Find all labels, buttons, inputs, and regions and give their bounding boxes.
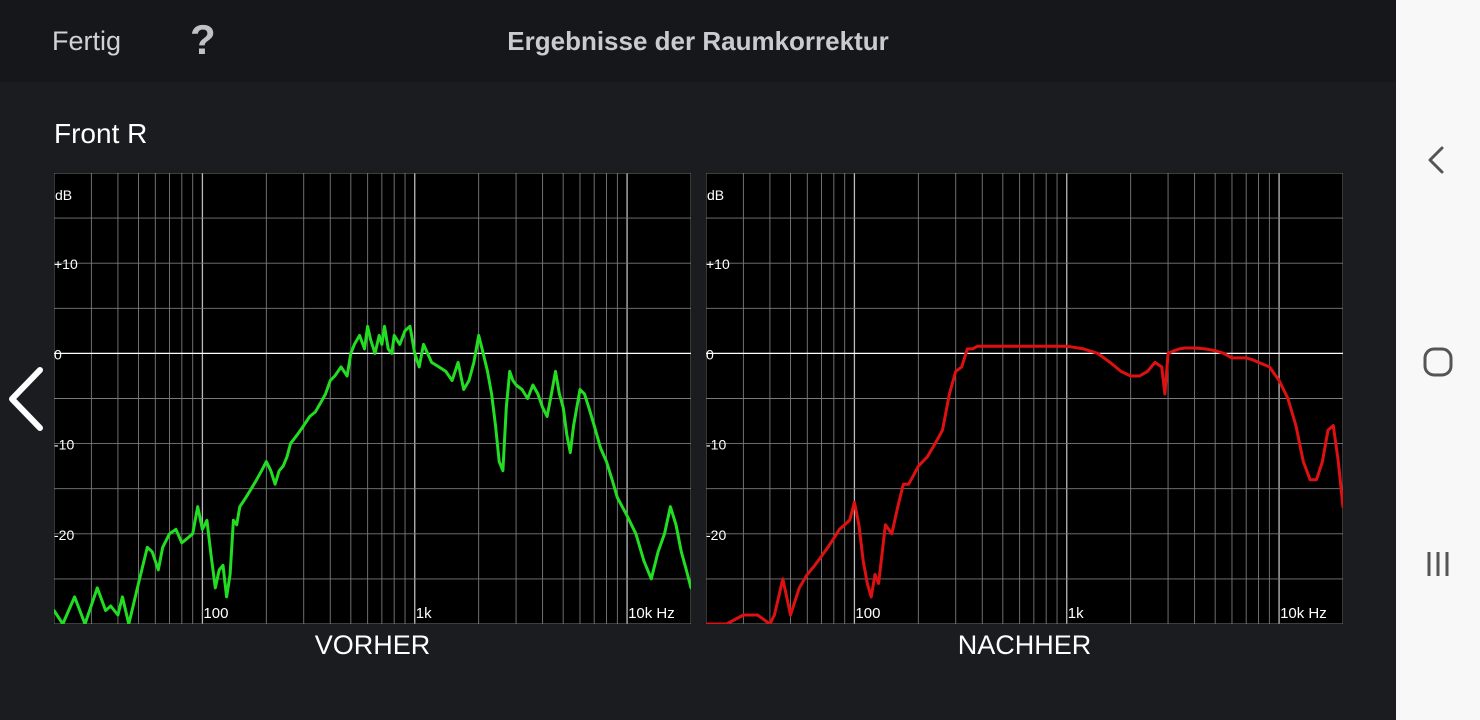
- x-tick-label: 10k Hz: [628, 605, 675, 622]
- help-button[interactable]: ?: [190, 16, 216, 63]
- x-tick-label: 10k Hz: [1280, 605, 1327, 622]
- system-nav-bar: [1396, 0, 1480, 720]
- y-tick-label: +10: [706, 256, 730, 272]
- top-bar: Fertig ? Ergebnisse der Raumkorrektur: [0, 0, 1396, 82]
- y-tick-label: -10: [54, 437, 74, 453]
- back-icon: [1428, 146, 1444, 174]
- page-title: Ergebnisse der Raumkorrektur: [507, 26, 889, 56]
- grid: [706, 173, 1343, 624]
- y-tick-label: -10: [706, 437, 726, 453]
- y-axis-label: dB: [55, 187, 72, 203]
- system-back-button[interactable]: [1416, 138, 1460, 182]
- frequency-response-line: [706, 344, 1343, 624]
- frequency-response-line: [54, 324, 691, 624]
- y-tick-label: 0: [706, 346, 714, 362]
- chevron-left-icon: [9, 367, 43, 431]
- system-recents-button[interactable]: [1416, 542, 1460, 586]
- system-home-button[interactable]: [1416, 340, 1460, 384]
- app-root: Fertig ? Ergebnisse der Raumkorrektur Fr…: [0, 0, 1396, 660]
- x-tick-label: 1k: [416, 605, 432, 622]
- chart-before-caption: VORHER: [314, 630, 431, 660]
- x-tick-label: 100: [855, 605, 880, 622]
- y-tick-label: +10: [54, 256, 78, 272]
- previous-channel-button[interactable]: [4, 366, 48, 432]
- done-button[interactable]: Fertig: [52, 26, 122, 56]
- chart-after-svg: dB +10 0 -10 -20 100 1k 10k Hz: [706, 173, 1343, 624]
- recents-icon: [1427, 552, 1449, 576]
- home-icon: [1423, 347, 1453, 377]
- x-tick-label: 100: [203, 605, 228, 622]
- channel-label: Front R: [54, 118, 148, 149]
- y-axis-label: dB: [707, 187, 724, 203]
- y-tick-label: -20: [54, 527, 74, 543]
- y-tick-label: 0: [54, 346, 62, 362]
- chart-after: dB +10 0 -10 -20 100 1k 10k Hz: [706, 173, 1343, 624]
- chart-after-caption: NACHHER: [957, 630, 1092, 660]
- grid: [54, 173, 691, 624]
- x-tick-label: 1k: [1068, 605, 1084, 622]
- chart-before-svg: dB +10 0 -10 -20 100 1k 10k Hz: [54, 173, 691, 624]
- y-tick-label: -20: [706, 527, 726, 543]
- chart-before: dB +10 0 -10 -20 100 1k 10k Hz: [54, 173, 691, 624]
